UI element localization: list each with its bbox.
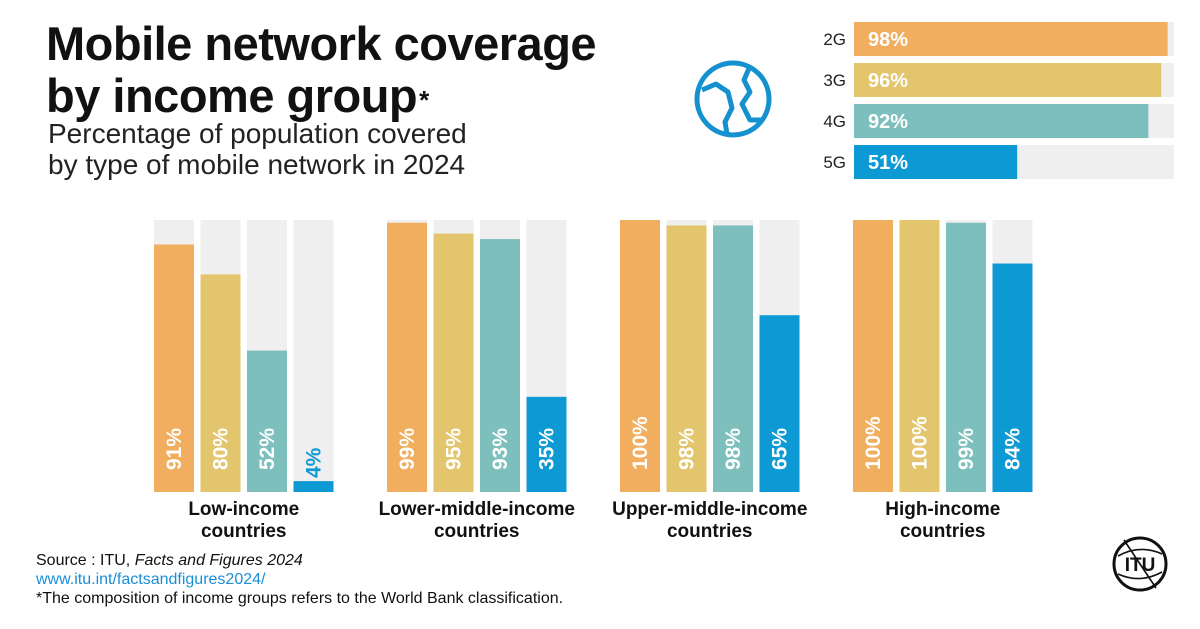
value-label-group2-4G: 98%	[722, 428, 745, 470]
title-line-1: Mobile network coverage	[46, 17, 597, 70]
globe-icon	[694, 60, 772, 138]
value-label-group1-2G: 99%	[396, 428, 419, 470]
group-label-line2-2: countries	[667, 521, 753, 542]
value-label-group0-2G: 91%	[163, 428, 186, 470]
chart-subtitle: Percentage of population covered by type…	[48, 118, 467, 180]
overall-value-label-3G: 96%	[868, 70, 908, 92]
itu-logo-text: ITU	[1125, 555, 1156, 576]
overall-bar-4G	[854, 104, 1149, 138]
bar-group1-2G	[387, 222, 427, 492]
bar-group3-2G	[853, 220, 893, 492]
group-label-line1-1: Lower-middle-income	[379, 499, 575, 520]
overall-bar-2G	[854, 22, 1168, 56]
overall-category-label-4G: 4G	[823, 112, 846, 131]
value-label-group3-5G: 84%	[1002, 428, 1025, 470]
value-label-group1-5G: 35%	[536, 428, 559, 470]
group-label-line2-1: countries	[434, 521, 520, 542]
overall-category-label-3G: 3G	[823, 71, 846, 90]
overall-bar-3G	[854, 63, 1162, 97]
bar-group0-4G	[247, 350, 287, 492]
value-label-group3-4G: 99%	[955, 428, 978, 470]
bar-group2-2G	[620, 220, 660, 492]
footnote: *The composition of income groups refers…	[36, 590, 564, 607]
subtitle-line-1: Percentage of population covered	[48, 118, 467, 149]
overall-category-label-5G: 5G	[823, 153, 846, 172]
group-label-line2-0: countries	[201, 521, 287, 542]
overall-value-label-2G: 98%	[868, 29, 908, 51]
value-label-group1-4G: 93%	[489, 428, 512, 470]
value-label-group2-5G: 65%	[769, 428, 792, 470]
track-group0-5G	[293, 220, 334, 492]
bar-group2-4G	[713, 225, 753, 492]
source-prefix: Source : ITU,	[36, 552, 135, 569]
title-line-2: by income group*	[46, 70, 596, 122]
group-label-line1-2: Upper-middle-income	[612, 499, 807, 520]
chart-title: Mobile network coverage by income group*	[46, 17, 597, 122]
subtitle-line-2: by type of mobile network in 2024	[48, 149, 466, 180]
bar-group0-2G	[154, 244, 194, 492]
overall-bar-5G	[854, 145, 1018, 179]
bar-group3-5G	[992, 263, 1033, 492]
bar-group3-3G	[899, 220, 940, 492]
overall-category-label-2G: 2G	[823, 30, 846, 49]
itu-logo-icon: ITU	[1112, 536, 1168, 592]
value-label-group0-4G: 52%	[256, 428, 279, 470]
value-label-group3-2G: 100%	[862, 416, 885, 470]
overall-coverage-chart: 2G 98% 3G 96% 4G 92% 5G 51%	[823, 22, 1174, 179]
source-notes: Source : ITU, Facts and Figures 2024 www…	[36, 551, 563, 608]
source-link[interactable]: www.itu.int/factsandfigures2024/	[36, 571, 266, 588]
group-label-line2-3: countries	[900, 521, 986, 542]
group-label-line1-0: Low-income	[188, 499, 299, 520]
value-label-group1-3G: 95%	[443, 428, 466, 470]
value-label-group2-3G: 98%	[676, 428, 699, 470]
bar-group1-3G	[433, 233, 474, 492]
title-line-2-text: by income group	[46, 69, 418, 122]
source-title: Facts and Figures 2024	[134, 552, 303, 569]
value-label-group0-5G: 4%	[303, 447, 326, 478]
bar-group1-5G	[526, 396, 567, 492]
title-footnote-mark: *	[419, 85, 429, 115]
overall-value-label-4G: 92%	[868, 111, 908, 133]
value-label-group3-3G: 100%	[909, 416, 932, 470]
overall-value-label-5G: 51%	[868, 152, 908, 174]
bar-group2-5G	[759, 315, 800, 492]
bar-group2-3G	[666, 225, 707, 492]
bar-group0-5G	[293, 481, 334, 492]
bar-group1-4G	[480, 239, 520, 492]
value-label-group2-2G: 100%	[629, 416, 652, 470]
bar-group3-4G	[946, 222, 986, 492]
bar-group0-3G	[200, 274, 241, 492]
source-line: Source : ITU, Facts and Figures 2024	[36, 551, 563, 570]
value-label-group0-3G: 80%	[210, 428, 233, 470]
group-label-line1-3: High-income	[885, 499, 1000, 520]
